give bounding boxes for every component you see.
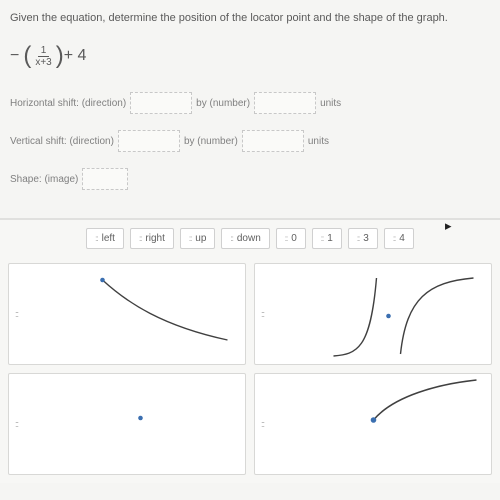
tile-label: 1 (327, 233, 333, 244)
tile-label: 3 (363, 233, 369, 244)
vert-mid: by (number) (184, 136, 238, 147)
tile-label: up (195, 233, 206, 244)
horiz-number-drop[interactable] (254, 92, 316, 114)
grip-icon: :: (95, 234, 97, 243)
paren-open: ( (23, 42, 31, 70)
shape-row: Shape: (image) (10, 168, 490, 190)
tile-right[interactable]: ::right (130, 228, 174, 249)
answer-tile-toolbar: ::left::right::up::down::0::1::3::4 (0, 228, 500, 249)
grip-icon: :: (261, 419, 264, 429)
question-text: Given the equation, determine the positi… (10, 12, 490, 24)
denominator: x+3 (33, 57, 53, 68)
grip-icon: :: (230, 234, 232, 243)
toolbar-wrap: ::left::right::up::down::0::1::3::4 (0, 218, 500, 255)
tile-label: right (145, 233, 164, 244)
paren-close: ) (56, 42, 64, 70)
horiz-mid: by (number) (196, 98, 250, 109)
tile-label: down (237, 233, 261, 244)
tile-left[interactable]: ::left (86, 228, 124, 249)
horizontal-shift-row: Horizontal shift: (direction) by (number… (10, 92, 490, 114)
tile-label: left (102, 233, 115, 244)
tile-1[interactable]: ::1 (312, 228, 342, 249)
grip-icon: :: (285, 234, 287, 243)
shape-label: Shape: (image) (10, 174, 78, 185)
grip-icon: :: (15, 419, 18, 429)
grip-icon: :: (139, 234, 141, 243)
graph-svg (270, 378, 487, 470)
graph-panel-2[interactable]: :: (8, 373, 246, 475)
vert-number-drop[interactable] (242, 130, 304, 152)
grip-icon: :: (189, 234, 191, 243)
graph-panel-3[interactable]: :: (254, 373, 492, 475)
grip-icon: :: (321, 234, 323, 243)
grip-icon: :: (15, 309, 18, 319)
shape-drop[interactable] (82, 168, 128, 190)
horiz-units: units (320, 98, 341, 109)
tile-up[interactable]: ::up (180, 228, 216, 249)
graph-svg (24, 268, 241, 360)
graph-panels: :::::::: (0, 255, 500, 483)
tile-4[interactable]: ::4 (384, 228, 414, 249)
leading-sign: − (10, 47, 19, 65)
horiz-label: Horizontal shift: (direction) (10, 98, 126, 109)
graph-svg (24, 378, 241, 470)
grip-icon: :: (261, 309, 264, 319)
graph-svg (270, 268, 487, 360)
tile-label: 0 (291, 233, 297, 244)
vert-units: units (308, 136, 329, 147)
vert-direction-drop[interactable] (118, 130, 180, 152)
graph-panel-0[interactable]: :: (8, 263, 246, 365)
tile-down[interactable]: ::down (221, 228, 269, 249)
horiz-direction-drop[interactable] (130, 92, 192, 114)
tile-0[interactable]: ::0 (276, 228, 306, 249)
grip-icon: :: (357, 234, 359, 243)
grip-icon: :: (393, 234, 395, 243)
question-area: Given the equation, determine the positi… (0, 0, 500, 218)
numerator: 1 (38, 45, 50, 57)
equation-tail: + 4 (64, 47, 87, 65)
graph-panel-1[interactable]: :: (254, 263, 492, 365)
fraction: 1 x+3 (33, 45, 53, 68)
tile-label: 4 (399, 233, 405, 244)
vertical-shift-row: Vertical shift: (direction) by (number) … (10, 130, 490, 152)
equation: − ( 1 x+3 ) + 4 (10, 42, 490, 70)
vert-label: Vertical shift: (direction) (10, 136, 114, 147)
tile-3[interactable]: ::3 (348, 228, 378, 249)
